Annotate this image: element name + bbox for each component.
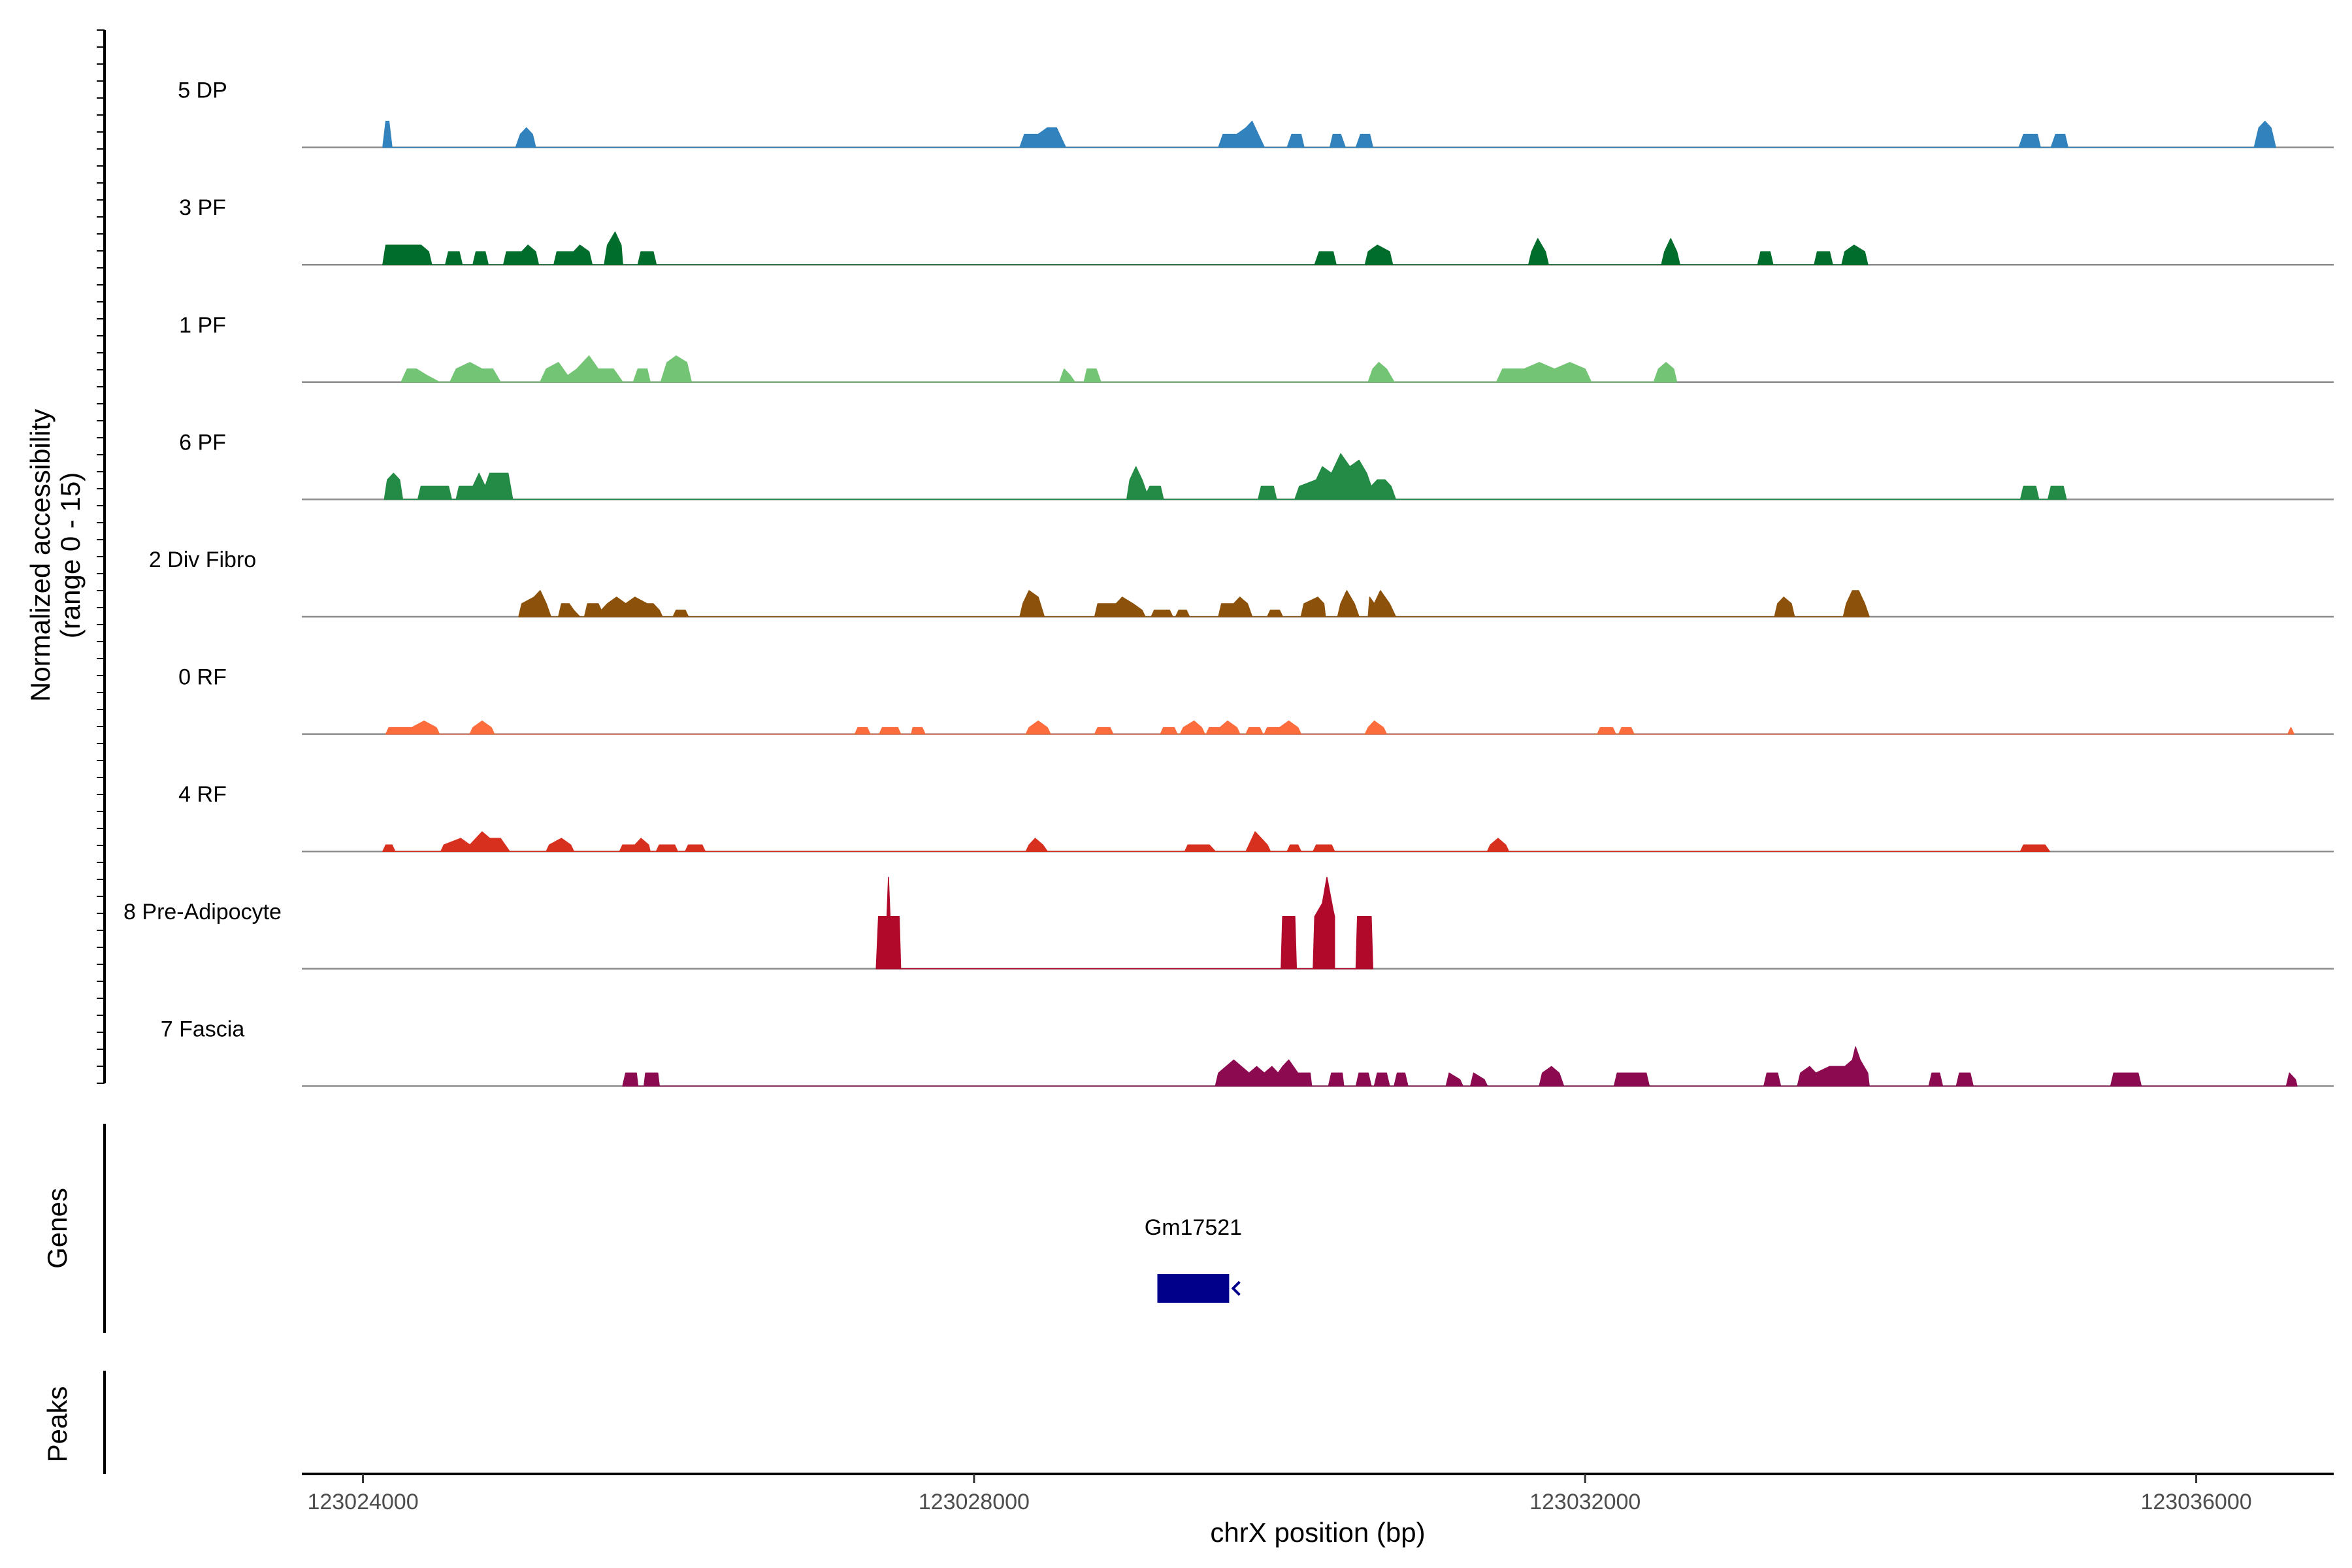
track-0-rf: 0 RF	[178, 665, 2334, 735]
coverage-area	[382, 231, 1869, 265]
coverage-area	[384, 453, 2067, 500]
x-tick-label: 123036000	[2140, 1490, 2251, 1514]
x-axis-ticks: 123024000 123028000 123032000 123036000	[307, 1474, 2252, 1514]
track-label: 2 Div Fibro	[149, 547, 256, 572]
track-7-fascia: 7 Fascia	[161, 1017, 2334, 1087]
y-axis-title-line: Normalized accessibility	[25, 409, 56, 702]
coverage-area	[400, 355, 1678, 383]
track-label: 4 RF	[178, 782, 227, 807]
coverage-area	[875, 877, 1373, 970]
track-5-dp: 5 DP	[178, 78, 2334, 148]
track-label: 1 PF	[179, 313, 226, 338]
x-tick-label: 123032000	[1529, 1490, 1641, 1514]
coverage-area	[518, 590, 1870, 617]
track-label: 0 RF	[178, 665, 227, 690]
coverage-area	[622, 1046, 2298, 1087]
coverage-area	[382, 120, 2276, 148]
x-axis-title: chrX position (bp)	[1210, 1517, 1425, 1548]
track-label: 3 PF	[179, 195, 226, 220]
y-axis-title-line: (range 0 - 15)	[55, 472, 86, 638]
track-4-rf: 4 RF	[178, 782, 2334, 853]
coverage-y-axis: Normalized accessibility(range 0 - 15)	[25, 29, 106, 1084]
coverage-tracks: 5 DP 3 PF 1 PF 6 PF 2 Div Fibro 0 RF 4 RF 8 Pre…	[123, 78, 2334, 1087]
y-axis-title: Normalized accessibility(range 0 - 15)	[25, 409, 86, 702]
x-tick-label: 123028000	[919, 1490, 1030, 1514]
peaks-panel: Peaks	[42, 1371, 106, 1474]
coverage-area	[382, 831, 2050, 852]
peaks-panel-label: Peaks	[42, 1386, 73, 1463]
genes-panel: Genes Gm17521	[42, 1124, 1242, 1333]
x-tick-label: 123024000	[307, 1490, 418, 1514]
gene-label: Gm17521	[1145, 1215, 1242, 1240]
track-label: 8 Pre-Adipocyte	[123, 900, 282, 924]
track-3-pf: 3 PF	[179, 195, 2334, 266]
track-1-pf: 1 PF	[179, 313, 2334, 384]
track-2-div-fibro: 2 Div Fibro	[149, 547, 2334, 618]
gene-exon	[1157, 1274, 1230, 1303]
coverage-y-ticks	[97, 29, 105, 1084]
track-8-pre-adipocyte: 8 Pre-Adipocyte	[123, 877, 2334, 970]
coverage-area	[385, 720, 2295, 735]
gene-gm17521: Gm17521	[1145, 1215, 1242, 1303]
genes-panel-label: Genes	[42, 1188, 73, 1269]
track-6-pf: 6 PF	[179, 430, 2334, 500]
track-label: 5 DP	[178, 78, 227, 103]
x-axis: 123024000 123028000 123032000 123036000 chr…	[302, 1473, 2334, 1548]
track-label: 7 Fascia	[161, 1017, 245, 1041]
strand-arrow	[1231, 1281, 1241, 1296]
track-label: 6 PF	[179, 430, 226, 455]
gene-annotations: Gm17521	[1145, 1215, 1242, 1303]
